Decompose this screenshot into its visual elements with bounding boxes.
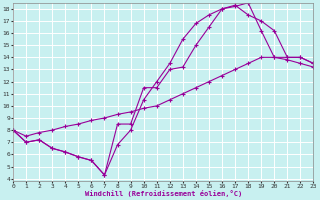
X-axis label: Windchill (Refroidissement éolien,°C): Windchill (Refroidissement éolien,°C): [84, 190, 242, 197]
